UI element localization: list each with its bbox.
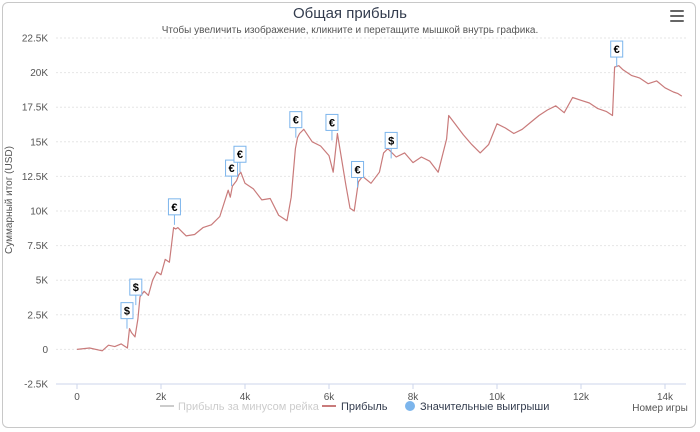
x-tick-label: 6k bbox=[324, 392, 336, 403]
profit-line[interactable] bbox=[77, 66, 682, 351]
big-win-marker-label: $ bbox=[133, 282, 139, 294]
y-tick-label: 22.5K bbox=[22, 34, 48, 45]
big-win-marker[interactable]: € bbox=[352, 161, 364, 187]
legend-label-profit: Прибыль bbox=[341, 401, 388, 413]
x-tick-label: 14k bbox=[657, 392, 674, 403]
y-tick-label: -2.5K bbox=[24, 380, 48, 391]
y-tick-label: 20K bbox=[30, 68, 48, 79]
y-tick-label: 0 bbox=[42, 345, 48, 356]
big-win-marker[interactable]: $ bbox=[385, 132, 397, 158]
x-tick-label: 0 bbox=[74, 392, 80, 403]
big-win-marker[interactable]: € bbox=[168, 199, 180, 225]
big-win-marker-label: $ bbox=[388, 135, 394, 147]
big-win-marker-label: € bbox=[329, 117, 335, 129]
chart-svg[interactable]: -2.5K 0 2.5K 5K 7.5K 10K 12.5K 15K 17.5K 20K 22.5K… bbox=[0, 0, 700, 432]
y-tick-label: 15K bbox=[30, 137, 48, 148]
y-tick-label: 12.5K bbox=[22, 172, 48, 183]
big-win-marker[interactable]: $ bbox=[121, 303, 133, 329]
big-win-marker-label: € bbox=[614, 44, 620, 56]
y-tick-label: 10K bbox=[30, 207, 48, 218]
y-tick-label: 2.5K bbox=[27, 310, 48, 321]
big-win-marker[interactable]: € bbox=[326, 114, 338, 140]
legend-item-profit-no-rake[interactable]: Прибыль за минусом рейка bbox=[160, 401, 320, 413]
y-tick-label: 17.5K bbox=[22, 103, 48, 114]
y-tick-label: 5K bbox=[36, 276, 49, 287]
legend-label-profit-no-rake: Прибыль за минусом рейка bbox=[178, 401, 320, 413]
big-win-marker-label: € bbox=[237, 149, 243, 161]
legend-item-big-wins[interactable]: Значительные выигрыши bbox=[405, 401, 549, 413]
x-tick-label: 12k bbox=[573, 392, 590, 403]
y-tick-label: 7.5K bbox=[27, 241, 48, 252]
legend: Прибыль за минусом рейка Прибыль Значите… bbox=[160, 401, 549, 413]
big-win-marker[interactable]: € bbox=[611, 41, 623, 67]
big-win-marker-label: € bbox=[354, 164, 360, 176]
big-win-marker-label: € bbox=[171, 202, 177, 214]
x-axis-title: Номер игры bbox=[632, 403, 688, 414]
big-win-marker-label: € bbox=[293, 115, 299, 127]
big-win-marker-label: € bbox=[228, 163, 234, 175]
y-axis-title: Суммарный итог (USD) bbox=[4, 146, 15, 254]
legend-label-big-wins: Значительные выигрыши bbox=[420, 401, 549, 413]
x-tick-label: 2k bbox=[156, 392, 168, 403]
big-win-marker-label: $ bbox=[124, 306, 130, 318]
